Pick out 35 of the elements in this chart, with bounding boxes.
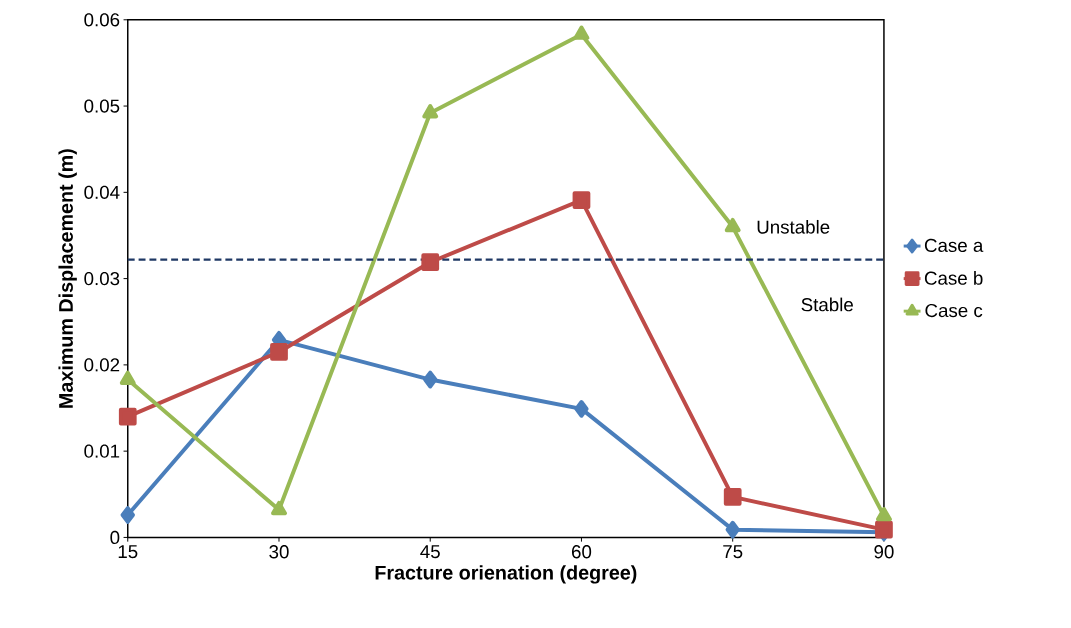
point — [422, 103, 439, 119]
legend-label: Case b — [924, 270, 983, 285]
point — [423, 370, 438, 389]
y-tick-label: 0.01 — [84, 444, 120, 458]
y-tick-label: 0.06 — [84, 12, 120, 27]
x-tick-label: 45 — [420, 544, 440, 558]
y-tick-label: 0.05 — [84, 99, 120, 113]
point — [119, 370, 136, 385]
annotation: Unstable — [757, 219, 830, 234]
x-tick-label: 30 — [269, 544, 289, 559]
point — [875, 506, 892, 522]
y-axis-title: Maximum Displacement (m) — [58, 148, 77, 408]
point — [573, 25, 590, 40]
x-tick-label: 75 — [723, 544, 743, 558]
y-tick-label: 0.03 — [84, 271, 120, 286]
y-tick-label: 0 — [110, 530, 120, 544]
point — [572, 190, 591, 209]
x-axis-title: Fracture orienation (degree) — [375, 564, 637, 584]
point — [574, 399, 589, 418]
point — [725, 520, 740, 539]
y-tick-label: 0.02 — [84, 358, 120, 372]
point — [271, 500, 287, 515]
point — [118, 407, 137, 426]
point — [270, 342, 288, 361]
y-tick-label: 0.04 — [84, 185, 120, 199]
legend-label: Case a — [924, 238, 984, 252]
annotation: Stable — [801, 297, 853, 312]
x-tick-label: 60 — [571, 544, 592, 559]
x-tick-label: 90 — [874, 544, 894, 559]
point — [120, 505, 135, 524]
point — [723, 487, 742, 506]
point — [724, 217, 741, 233]
point — [421, 253, 440, 271]
legend-label: Case c — [925, 303, 983, 317]
x-tick-label: 15 — [118, 544, 138, 558]
